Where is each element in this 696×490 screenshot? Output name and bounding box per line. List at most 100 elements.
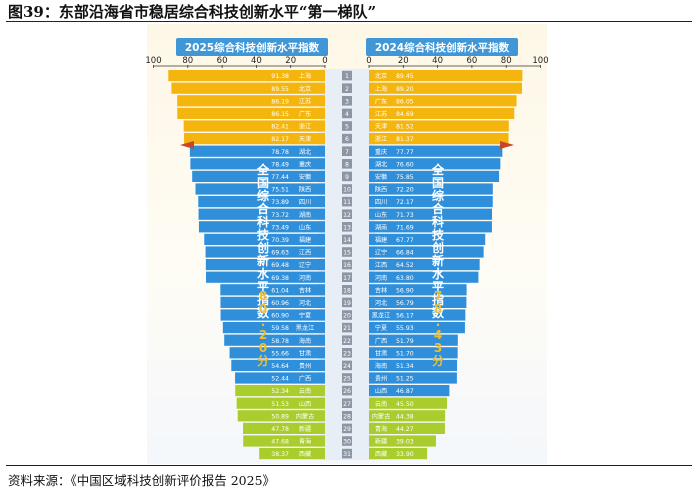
left-bar	[205, 259, 325, 271]
left-value-label: 52.44	[271, 376, 289, 383]
left-value-label: 59.58	[271, 325, 289, 332]
left-value-label: 78.78	[271, 149, 289, 156]
left-bar	[235, 372, 325, 384]
left-region-label: 安徽	[299, 173, 312, 181]
rank-box	[342, 398, 352, 408]
right-value-label: 81.37	[396, 136, 414, 143]
left-bar	[198, 196, 325, 208]
rank-box	[342, 322, 352, 333]
left-header-text: 2025综合科技创新水平指数	[185, 41, 320, 54]
left-bar	[229, 347, 325, 359]
right-region-label: 吉林	[375, 286, 387, 294]
left-header-box	[176, 38, 328, 56]
left-value-label: 86.19	[271, 98, 289, 105]
right-national-text: 全国综合科技创新水平指数	[431, 162, 445, 320]
right-value-label: 64.52	[396, 262, 414, 269]
right-region-label: 广东	[375, 97, 387, 105]
right-region-label: 广西	[375, 337, 387, 345]
left-value-label: 89.55	[271, 86, 289, 93]
rank-box	[342, 70, 352, 81]
right-bar	[369, 158, 501, 170]
left-axis: 100 80 60 40 20 0	[145, 56, 328, 68]
left-value-label: 73.72	[271, 212, 289, 219]
source-note: 资料来源：《中国区域科技创新评价报告 2025》	[8, 473, 276, 488]
left-region-label: 青海	[299, 438, 311, 446]
rank-label: 2	[345, 86, 349, 93]
left-bar	[206, 271, 325, 283]
left-bar	[171, 82, 325, 94]
right-region-label: 海南	[375, 362, 387, 370]
right-value-label: 81.52	[396, 124, 414, 131]
rank-label: 15	[343, 250, 351, 257]
right-bar	[369, 259, 480, 271]
right-bar	[369, 422, 445, 434]
left-region-label: 天津	[299, 135, 311, 143]
right-axis-tick-label: 20	[398, 56, 409, 66]
left-axis-tick-label: 40	[251, 56, 262, 66]
right-axis-tick-label: 40	[432, 56, 443, 66]
right-value-label: 75.85	[396, 174, 414, 181]
rank-box	[342, 96, 352, 106]
right-region-label: 河北	[375, 299, 388, 307]
right-value-label: 72.17	[396, 199, 414, 206]
right-bar	[369, 70, 523, 82]
rank-label: 27	[343, 401, 351, 408]
left-region-label: 云南	[299, 387, 311, 395]
rank-label: 17	[343, 275, 351, 282]
right-bar	[369, 296, 467, 308]
left-bar	[243, 435, 325, 447]
source-rule	[6, 465, 692, 466]
left-region-label: 山东	[299, 223, 311, 231]
left-region-label: 四川	[299, 199, 311, 206]
right-value-label: 44.38	[396, 413, 414, 420]
left-region-label: 浙江	[299, 123, 311, 131]
right-region-label: 湖北	[375, 160, 388, 168]
rank-label: 31	[343, 451, 351, 458]
rank-label: 30	[343, 439, 351, 446]
tier-markers	[180, 141, 514, 149]
left-value-label: 73.89	[271, 199, 289, 206]
rank-label: 21	[343, 325, 351, 332]
left-region-label: 新疆	[299, 425, 311, 433]
right-value-label: 84.69	[396, 111, 414, 118]
left-region-label: 山西	[299, 400, 311, 408]
right-region-label: 重庆	[375, 148, 387, 156]
right-bar	[369, 246, 484, 258]
right-bar	[369, 397, 448, 409]
right-region-label: 浙江	[375, 135, 387, 143]
left-value-label: 69.63	[271, 250, 289, 257]
rank-box	[342, 247, 352, 257]
left-value-label: 51.53	[271, 401, 289, 408]
right-value-label: 89.45	[396, 73, 414, 80]
left-value-label: 61.04	[271, 287, 289, 294]
right-bar	[369, 435, 436, 447]
left-region-label: 宁夏	[299, 312, 311, 320]
right-region-label: 四川	[375, 199, 387, 206]
right-value-label: 76.60	[396, 161, 414, 168]
right-header-text: 2024综合科技创新水平指数	[375, 41, 510, 54]
title-rule	[6, 21, 692, 22]
right-bar	[369, 133, 509, 145]
right-region-label: 湖南	[375, 223, 387, 231]
right-value-label: 72.20	[396, 187, 414, 194]
rank-box	[342, 411, 352, 421]
rank-label: 10	[343, 187, 351, 194]
left-value-label: 77.44	[271, 174, 289, 181]
left-tier-marker	[180, 141, 194, 149]
right-bar	[369, 82, 522, 94]
right-value-label: 86.05	[396, 98, 414, 105]
right-bar	[369, 196, 493, 208]
left-bar	[190, 158, 325, 170]
left-bar	[189, 145, 325, 157]
left-value-label: 91.38	[271, 73, 289, 80]
left-value-label: 70.39	[271, 237, 289, 244]
left-bar	[183, 120, 325, 132]
right-value-label: 71.73	[396, 212, 414, 219]
left-bar	[231, 359, 325, 371]
figure-title: 图39：东部沿海省市稳居综合科技创新水平“第一梯队”	[8, 3, 377, 21]
left-bar	[243, 422, 325, 434]
left-region-label: 河南	[299, 274, 311, 282]
center-labels: 1234567891011121314151617181920212223242…	[342, 70, 352, 459]
right-header-box	[366, 38, 518, 56]
